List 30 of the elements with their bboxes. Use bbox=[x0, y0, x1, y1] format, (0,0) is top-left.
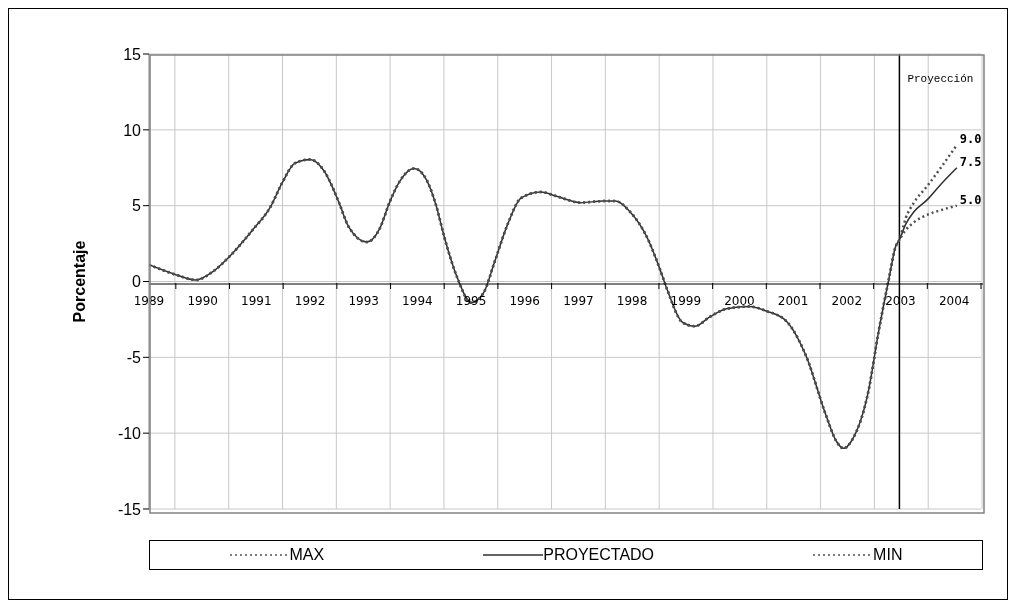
x-tick-label: 1990 bbox=[187, 294, 218, 308]
x-tick-label: 2004 bbox=[938, 294, 970, 308]
y-tick-label: -10 bbox=[117, 424, 142, 442]
x-tick-label: 1996 bbox=[509, 294, 541, 308]
legend-label: MAX bbox=[289, 546, 325, 564]
x-tick-label: 2001 bbox=[777, 294, 809, 308]
y-tick-label: 15 bbox=[123, 45, 142, 63]
y-tick-label: 10 bbox=[123, 121, 142, 139]
x-tick-label: 2000 bbox=[724, 294, 755, 308]
data-label: 9.0 bbox=[959, 132, 982, 146]
data-label: 7.5 bbox=[959, 154, 982, 169]
y-axis-title: Porcentaje bbox=[70, 240, 88, 323]
ref-line-label: Proyección bbox=[907, 72, 974, 85]
x-tick-label: 1992 bbox=[294, 294, 326, 308]
data-label: 5.0 bbox=[959, 192, 982, 207]
x-tick-label: 1998 bbox=[616, 294, 648, 308]
x-tick-label: 1991 bbox=[241, 294, 272, 308]
x-tick-label: 1989 bbox=[133, 294, 165, 308]
y-tick-label: 0 bbox=[132, 273, 142, 291]
legend-label: PROYECTADO bbox=[543, 546, 655, 564]
legend-label: MIN bbox=[873, 546, 903, 564]
x-tick-label: 1999 bbox=[670, 294, 702, 308]
x-tick-label: 1995 bbox=[455, 294, 487, 308]
x-tick-label: 2002 bbox=[831, 294, 863, 308]
x-tick-label: 1994 bbox=[402, 294, 433, 308]
x-tick-label: 1997 bbox=[563, 294, 594, 308]
y-tick-label: -15 bbox=[117, 500, 142, 518]
y-tick-label: 5 bbox=[132, 197, 142, 215]
x-tick-label: 1993 bbox=[348, 294, 379, 308]
y-tick-label: -5 bbox=[126, 349, 142, 367]
